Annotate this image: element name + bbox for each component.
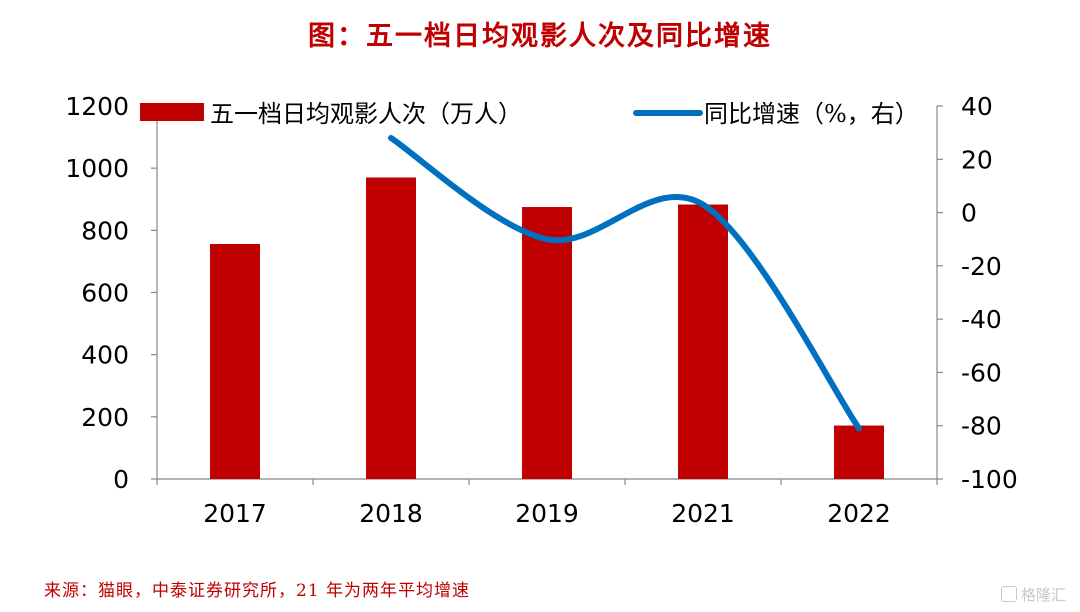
- legend: 五一档日均观影人次（万人） 同比增速（%，右）: [140, 100, 919, 128]
- x-tick-label: 2017: [203, 499, 267, 528]
- line-series: [388, 134, 862, 432]
- growth-line: [388, 134, 862, 432]
- x-tick-label: 2021: [671, 499, 735, 528]
- x-tick-label: 2018: [359, 499, 423, 528]
- legend-bar-swatch: [140, 103, 204, 121]
- legend-bar-label: 五一档日均观影人次（万人）: [210, 100, 522, 128]
- x-tick-label: 2022: [827, 499, 891, 528]
- watermark-logo-icon: [1000, 586, 1017, 602]
- bar-series: [210, 177, 884, 480]
- left-tick-label: 800: [81, 216, 129, 245]
- right-tick-label: -40: [961, 305, 1002, 334]
- chart-title: 图：五一档日均观影人次及同比增速: [308, 21, 772, 52]
- right-tick-label: -20: [961, 252, 1002, 281]
- bar-2018: [366, 177, 416, 479]
- source-note: 来源：猫眼，中泰证券研究所，21 年为两年平均增速: [44, 581, 471, 601]
- right-tick-label: 40: [961, 92, 993, 121]
- left-tick-label: 200: [81, 403, 129, 432]
- right-tick-label: 20: [961, 145, 993, 174]
- right-tick-label: -100: [961, 465, 1018, 494]
- bar-2017: [210, 244, 260, 479]
- watermark-text: 格隆汇: [1020, 586, 1066, 604]
- watermark: 格隆汇: [1000, 584, 1066, 605]
- tick-labels: 0 200 400 600 800 1000 1200 -100 -80 -60 -40 -20 0 20…: [65, 92, 1017, 528]
- right-tick-label: 0: [961, 199, 977, 228]
- bar-2019: [522, 207, 572, 480]
- left-tick-label: 1200: [65, 92, 129, 121]
- legend-line-label: 同比增速（%，右）: [704, 100, 919, 128]
- right-tick-label: -80: [961, 412, 1002, 441]
- left-tick-label: 400: [81, 341, 129, 370]
- x-tick-label: 2019: [515, 499, 579, 528]
- bar-2022: [834, 425, 884, 479]
- bar-2021: [678, 204, 728, 479]
- left-tick-label: 600: [81, 279, 129, 308]
- right-tick-label: -60: [961, 358, 1002, 387]
- left-tick-label: 0: [113, 465, 129, 494]
- left-tick-label: 1000: [65, 154, 129, 183]
